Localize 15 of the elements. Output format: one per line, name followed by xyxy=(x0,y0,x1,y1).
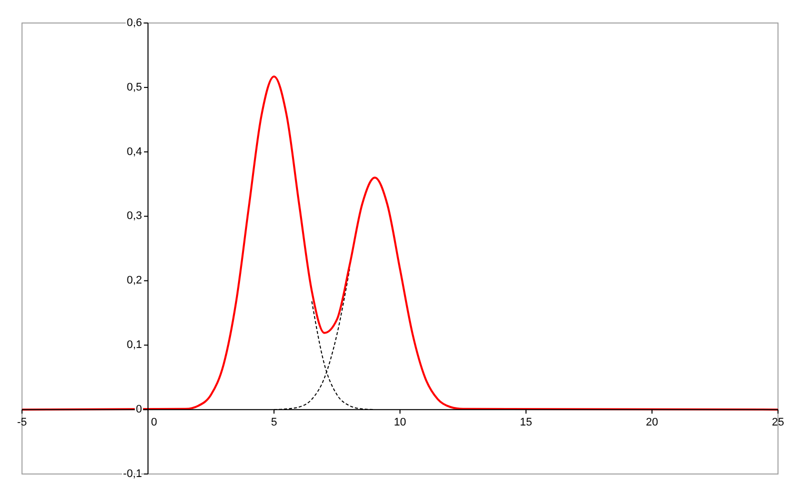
x-tick-label: 15 xyxy=(520,416,532,429)
y-tick-label: -0,1 xyxy=(123,468,142,480)
x-tick-label: 10 xyxy=(394,416,406,429)
x-tick-label: 25 xyxy=(772,416,784,429)
y-tick-label: 0,2 xyxy=(126,274,142,287)
y-tick-label: 0,6 xyxy=(126,16,142,29)
x-tick-label: 5 xyxy=(270,416,278,429)
x-tick-label: 20 xyxy=(646,416,658,429)
line-series xyxy=(22,75,778,411)
x-tick-label: 0 xyxy=(150,416,158,429)
y-tick-label: 0,4 xyxy=(126,146,142,158)
y-tick-label: 0,1 xyxy=(126,339,142,352)
y-tick-label: 0,5 xyxy=(126,81,142,94)
y-tick-label: 0,3 xyxy=(126,210,142,222)
x-tick-label: -5 xyxy=(17,416,27,429)
